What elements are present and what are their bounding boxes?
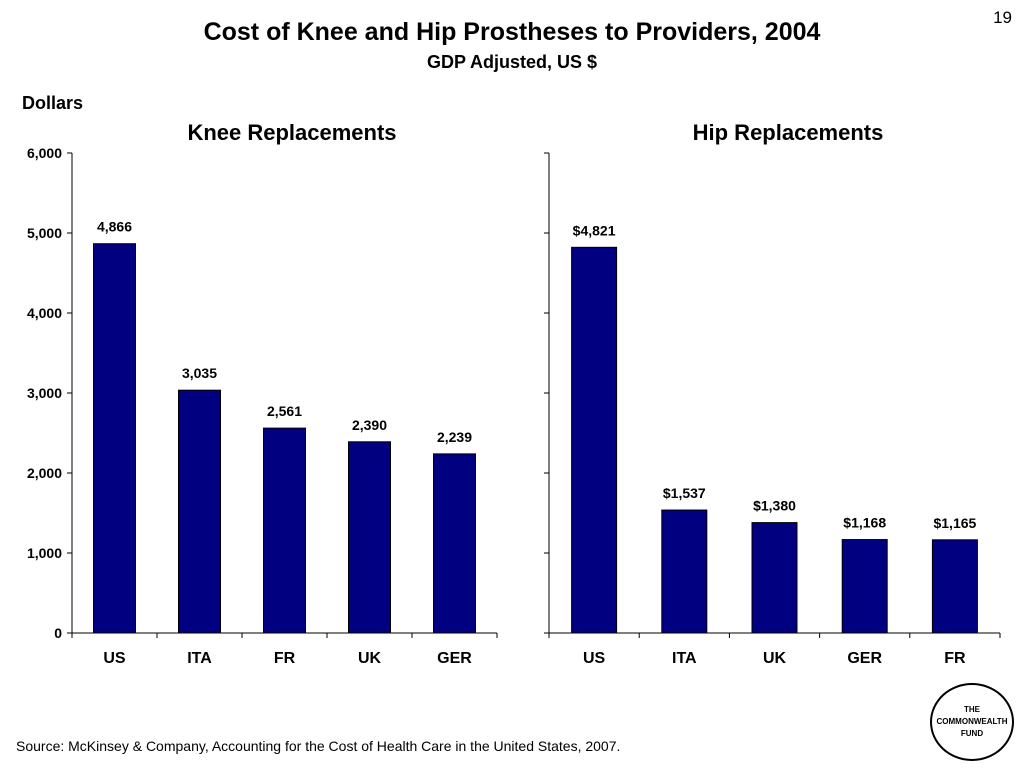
page-subtitle: GDP Adjusted, US $: [426, 52, 598, 72]
knee-data-label: 4,866: [97, 219, 132, 235]
knee-y-tick-label: 2,000: [27, 465, 62, 481]
knee-y-tick-label: 4,000: [27, 305, 62, 321]
hip-x-tick-label: GER: [847, 650, 882, 667]
page-number: 19: [993, 8, 1012, 27]
hip-data-label: $1,165: [933, 515, 976, 531]
knee-x-tick-label: US: [103, 650, 126, 667]
commonwealth-fund-logo: THE COMMONWEALTH FUND: [930, 683, 1014, 761]
knee-bar-uk: [348, 441, 391, 634]
hip-bar-ger: [841, 539, 888, 634]
knee-y-tick-label: 3,000: [27, 385, 62, 401]
knee-bar-ita: [178, 389, 221, 634]
source-note: Source: McKinsey & Company, Accounting f…: [16, 738, 621, 754]
hip-bar-us: [571, 246, 618, 634]
knee-data-label: 2,561: [267, 403, 302, 419]
knee-y-tick-label: 5,000: [27, 225, 62, 241]
hip-x-tick-label: US: [583, 650, 606, 667]
knee-data-label: 2,239: [437, 429, 472, 445]
knee-x-tick-label: FR: [274, 650, 296, 667]
hip-data-label: $1,168: [843, 515, 886, 531]
logo-line-2: COMMONWEALTH: [936, 717, 1008, 726]
hip-bar-ita: [661, 509, 708, 634]
knee-bar-us: [93, 243, 136, 634]
hip-data-label: $4,821: [573, 222, 616, 238]
knee-x-tick-label: GER: [437, 650, 472, 667]
hip-x-tick-label: FR: [944, 650, 966, 667]
hip-data-label: $1,380: [753, 498, 796, 514]
knee-y-tick-label: 1,000: [27, 545, 62, 561]
knee-y-tick-label: 0: [54, 625, 62, 641]
knee-x-tick-label: UK: [358, 650, 382, 667]
logo-line-1: THE: [964, 705, 980, 714]
knee-y-tick-label: 6,000: [27, 145, 62, 161]
hip-bar-uk: [751, 522, 798, 634]
logo-line-3: FUND: [960, 729, 984, 738]
knee-data-label: 3,035: [182, 365, 217, 381]
hip-data-label: $1,537: [663, 485, 706, 501]
knee-bar-fr: [263, 427, 306, 634]
hip-x-tick-label: ITA: [672, 650, 697, 667]
hip-x-tick-label: UK: [763, 650, 787, 667]
hip-bar-fr: [931, 539, 978, 634]
hip-chart-title: Hip Replacements: [693, 120, 884, 145]
knee-bar-ger: [433, 453, 476, 634]
page-title: Cost of Knee and Hip Prostheses to Provi…: [203, 18, 821, 46]
knee-data-label: 2,390: [352, 417, 387, 433]
y-axis-unit-label: Dollars: [22, 93, 84, 113]
knee-x-tick-label: ITA: [187, 650, 212, 667]
knee-chart-title: Knee Replacements: [187, 120, 396, 145]
